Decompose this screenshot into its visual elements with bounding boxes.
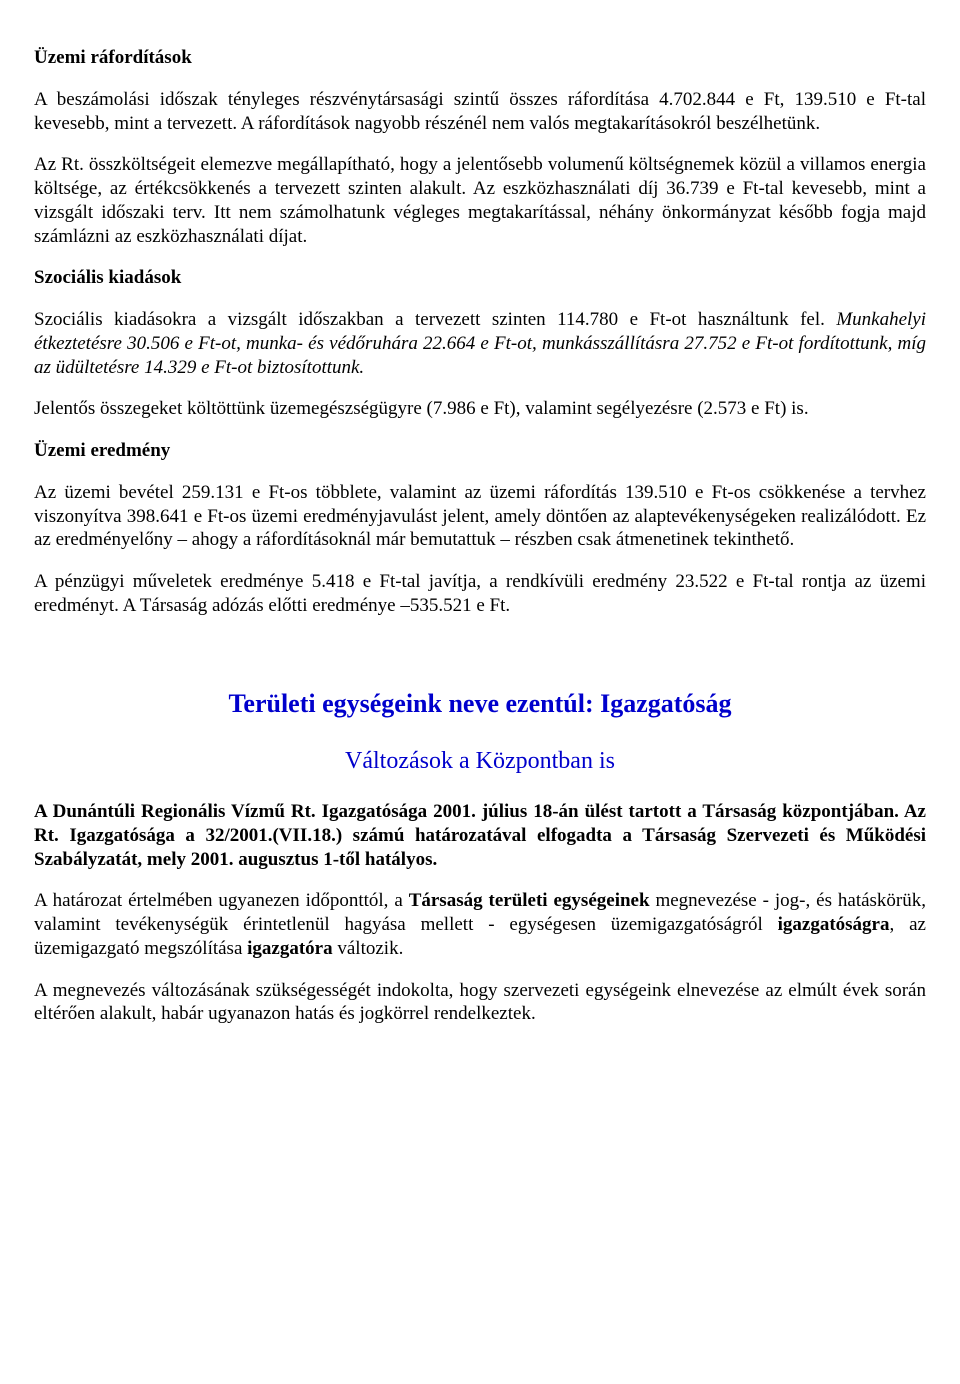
heading-uzemi-raforditasok: Üzemi ráfordítások xyxy=(34,46,926,70)
paragraph: A beszámolási időszak tényleges részvény… xyxy=(34,88,926,136)
paragraph: A pénzügyi műveletek eredménye 5.418 e F… xyxy=(34,570,926,618)
paragraph: Az üzemi bevétel 259.131 e Ft-os többlet… xyxy=(34,481,926,552)
paragraph: A határozat értelmében ugyanezen időpont… xyxy=(34,889,926,960)
paragraph-bold: A Dunántúli Regionális Vízmű Rt. Igazgat… xyxy=(34,800,926,871)
paragraph: Jelentős összegeket költöttünk üzemegész… xyxy=(34,397,926,421)
text-bold: igazgatóságra xyxy=(778,914,890,935)
article-title: Területi egységeink neve ezentúl: Igazga… xyxy=(34,688,926,721)
text-bold: Társaság területi egységeinek xyxy=(409,890,656,911)
article-subtitle: Változások a Központban is xyxy=(34,746,926,776)
paragraph: Az Rt. összköltségeit elemezve megállapí… xyxy=(34,153,926,248)
text: változik. xyxy=(337,938,403,959)
text: A határozat értelmében ugyanezen időpont… xyxy=(34,890,409,911)
text: Szociális kiadásokra a vizsgált időszakb… xyxy=(34,309,836,330)
text-bold: igazgatóra xyxy=(247,938,337,959)
spacer xyxy=(34,636,926,646)
heading-uzemi-eredmeny: Üzemi eredmény xyxy=(34,439,926,463)
paragraph: A megnevezés változásának szükségességét… xyxy=(34,979,926,1027)
heading-szocialis-kiadasok: Szociális kiadások xyxy=(34,266,926,290)
paragraph: Szociális kiadásokra a vizsgált időszakb… xyxy=(34,308,926,379)
